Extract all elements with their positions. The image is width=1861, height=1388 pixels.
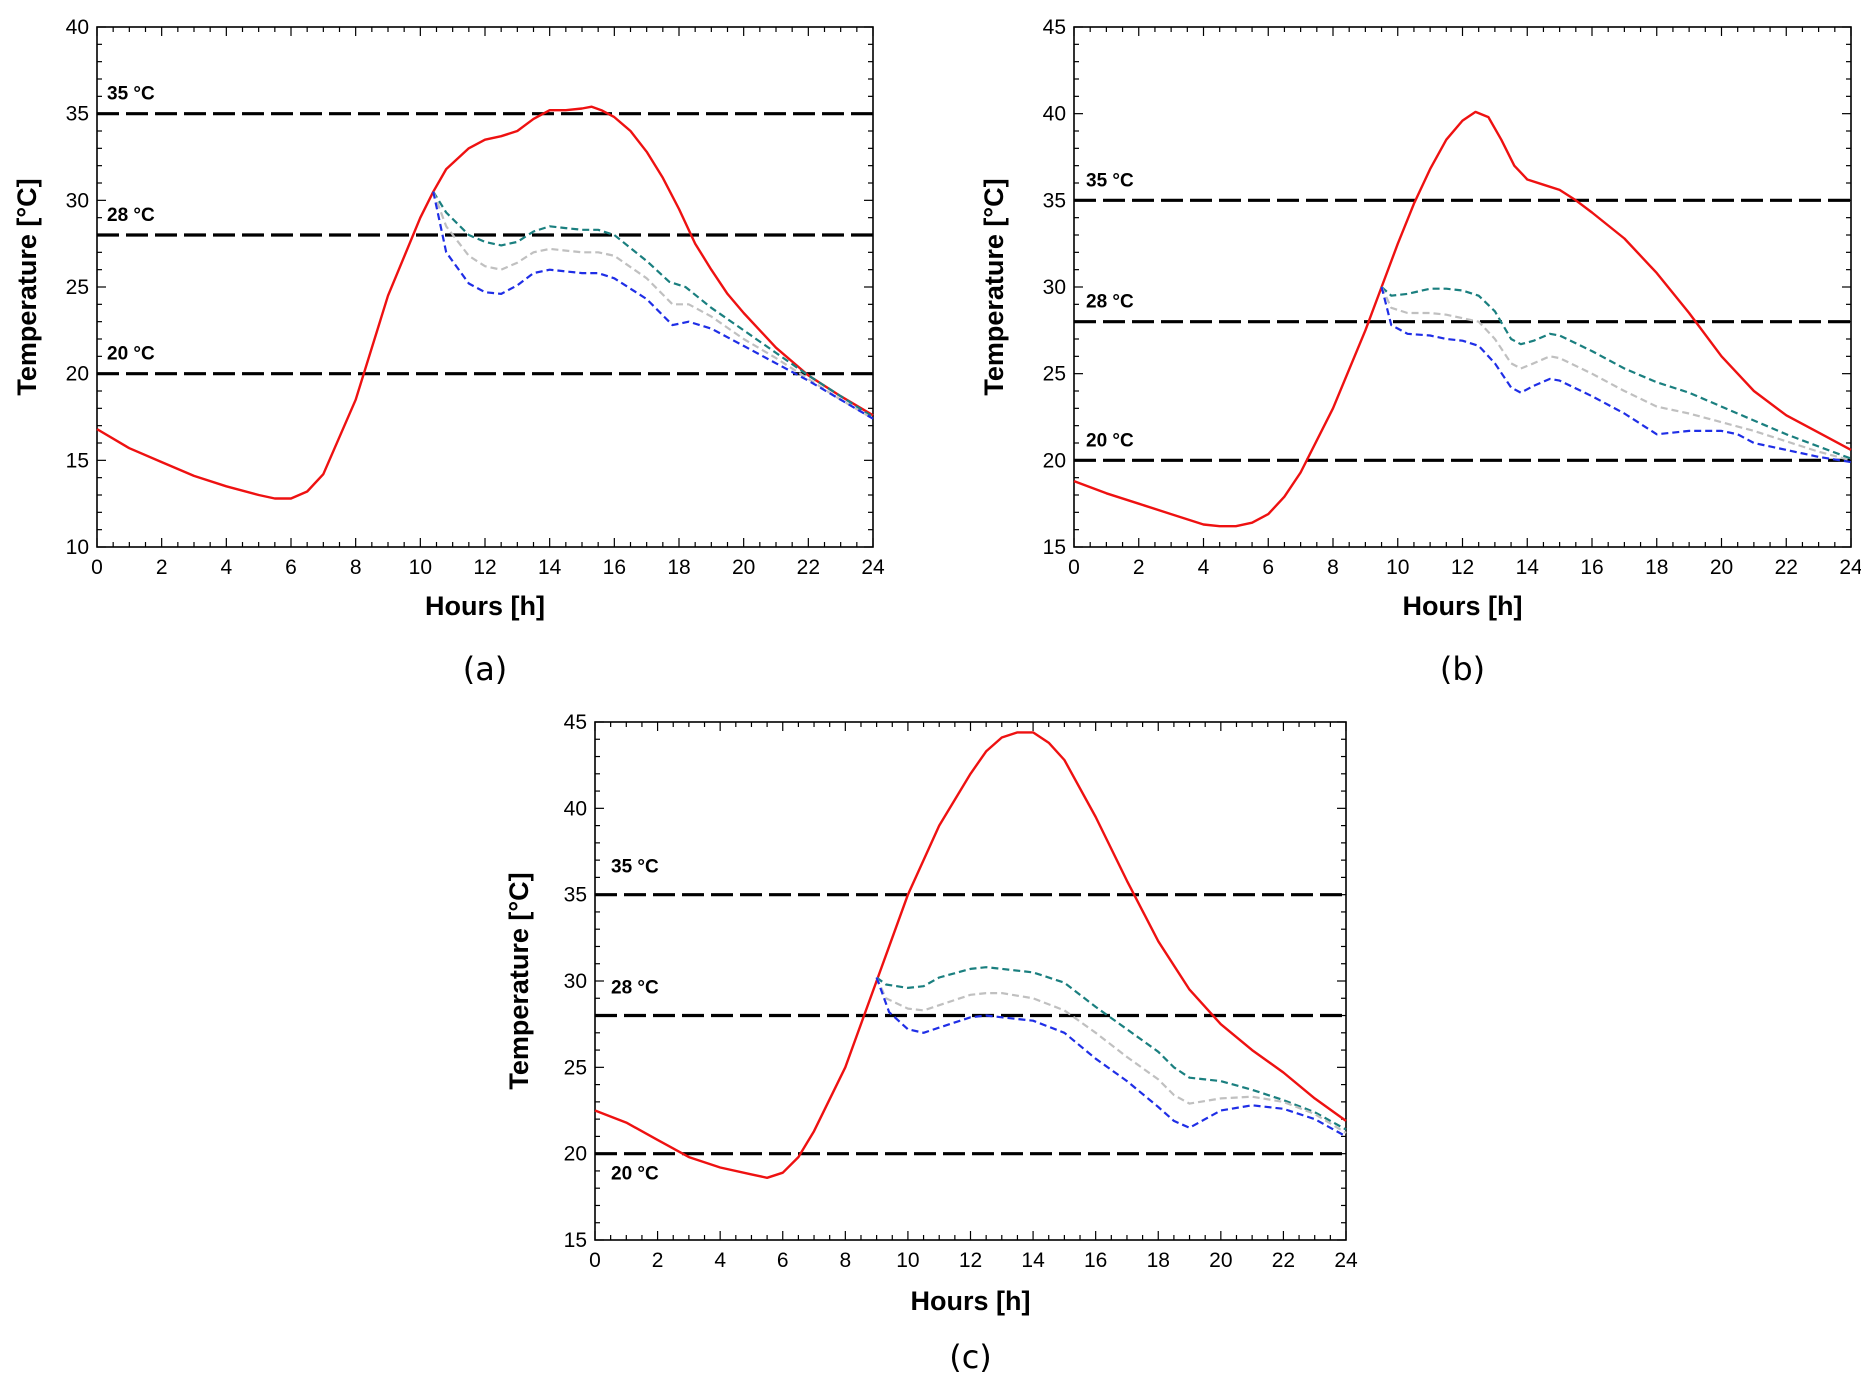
x-tick-label: 6 <box>285 556 297 579</box>
reference-label-20: 20 °C <box>611 1164 659 1185</box>
series-line-variant-1 <box>432 191 874 418</box>
series-line-baseline <box>594 731 1347 1179</box>
y-tick-label: 15 <box>66 449 89 472</box>
x-tick-label: 10 <box>409 556 432 579</box>
y-tick-label: 30 <box>66 189 89 212</box>
x-tick-label: 20 <box>1710 556 1733 579</box>
x-tick-label: 14 <box>1021 1249 1045 1272</box>
y-tick-label: 40 <box>66 16 89 39</box>
y-tick-label: 30 <box>564 970 587 993</box>
y-tick-label: 20 <box>564 1143 587 1166</box>
series-line-baseline <box>96 105 874 500</box>
x-tick-label: 0 <box>1068 556 1080 579</box>
reference-label-28: 28 °C <box>1086 292 1134 313</box>
y-tick-label: 20 <box>66 363 89 386</box>
y-tick-label: 35 <box>1043 189 1066 212</box>
series-line-variant-1 <box>1380 286 1852 460</box>
x-tick-label: 2 <box>1133 556 1145 579</box>
y-tick-label: 40 <box>1043 103 1066 126</box>
reference-label-35: 35 °C <box>1086 170 1134 191</box>
x-tick-label: 18 <box>1645 556 1668 579</box>
plot-frame <box>1073 26 1852 548</box>
y-tick-label: 15 <box>564 1229 587 1252</box>
reference-label-35: 35 °C <box>611 857 659 878</box>
series-line-variant-1 <box>875 966 1347 1131</box>
x-tick-label: 4 <box>1198 556 1210 579</box>
series-line-variant-2 <box>432 191 874 420</box>
x-tick-label: 4 <box>714 1249 726 1272</box>
x-tick-label: 6 <box>1262 556 1274 579</box>
x-tick-label: 18 <box>1147 1249 1170 1272</box>
x-tick-label: 24 <box>1334 1249 1358 1272</box>
y-tick-label: 25 <box>66 276 89 299</box>
x-tick-label: 22 <box>1775 556 1798 579</box>
x-tick-label: 24 <box>1839 556 1861 579</box>
x-tick-label: 12 <box>473 556 496 579</box>
plot-frame <box>96 26 874 548</box>
panel-label: (b) <box>1440 650 1485 688</box>
x-tick-label: 6 <box>777 1249 789 1272</box>
y-tick-label: 25 <box>564 1056 587 1079</box>
x-tick-label: 12 <box>1451 556 1474 579</box>
series-line-variant-3 <box>1380 286 1852 464</box>
x-tick-label: 24 <box>861 556 885 579</box>
x-tick-label: 20 <box>732 556 755 579</box>
x-tick-label: 16 <box>1580 556 1603 579</box>
series-line-variant-2 <box>1380 286 1852 462</box>
series-line-variant-2 <box>875 977 1347 1134</box>
reference-label-35: 35 °C <box>107 84 155 105</box>
x-tick-label: 8 <box>350 556 362 579</box>
series-line-variant-3 <box>432 191 874 420</box>
x-tick-label: 14 <box>1516 556 1540 579</box>
x-tick-label: 20 <box>1209 1249 1232 1272</box>
x-tick-label: 4 <box>220 556 232 579</box>
series-line-variant-3 <box>875 977 1347 1138</box>
x-tick-label: 16 <box>1084 1249 1107 1272</box>
x-axis-title: Hours [h] <box>1403 591 1523 621</box>
x-axis-title: Hours [h] <box>425 591 545 621</box>
x-tick-label: 2 <box>652 1249 664 1272</box>
y-tick-label: 10 <box>66 536 89 559</box>
x-tick-label: 0 <box>589 1249 601 1272</box>
reference-label-28: 28 °C <box>107 205 155 226</box>
x-tick-label: 18 <box>667 556 690 579</box>
y-tick-label: 20 <box>1043 449 1066 472</box>
x-tick-label: 0 <box>91 556 103 579</box>
reference-label-20: 20 °C <box>1086 430 1134 451</box>
x-tick-label: 2 <box>156 556 168 579</box>
y-tick-label: 45 <box>1043 16 1066 39</box>
x-tick-label: 10 <box>1386 556 1409 579</box>
x-axis-title: Hours [h] <box>911 1286 1031 1316</box>
y-axis-title: Temperature [°C] <box>979 178 1009 395</box>
y-tick-label: 40 <box>564 797 587 820</box>
x-tick-label: 22 <box>797 556 820 579</box>
y-tick-label: 35 <box>66 103 89 126</box>
y-tick-label: 35 <box>564 884 587 907</box>
panel-label: (a) <box>463 650 508 688</box>
y-axis-title: Temperature [°C] <box>504 872 534 1089</box>
y-tick-label: 15 <box>1043 536 1066 559</box>
y-axis-title: Temperature [°C] <box>12 178 42 395</box>
y-tick-label: 30 <box>1043 276 1066 299</box>
y-tick-label: 25 <box>1043 363 1066 386</box>
panel-label: (c) <box>949 1338 992 1376</box>
reference-label-28: 28 °C <box>611 978 659 999</box>
x-tick-label: 8 <box>839 1249 851 1272</box>
x-tick-label: 22 <box>1272 1249 1295 1272</box>
reference-label-20: 20 °C <box>107 344 155 365</box>
x-tick-label: 10 <box>896 1249 919 1272</box>
x-tick-label: 16 <box>603 556 626 579</box>
x-tick-label: 14 <box>538 556 562 579</box>
x-tick-label: 12 <box>959 1249 982 1272</box>
x-tick-label: 8 <box>1327 556 1339 579</box>
series-line-baseline <box>1073 110 1852 528</box>
y-tick-label: 45 <box>564 711 587 734</box>
